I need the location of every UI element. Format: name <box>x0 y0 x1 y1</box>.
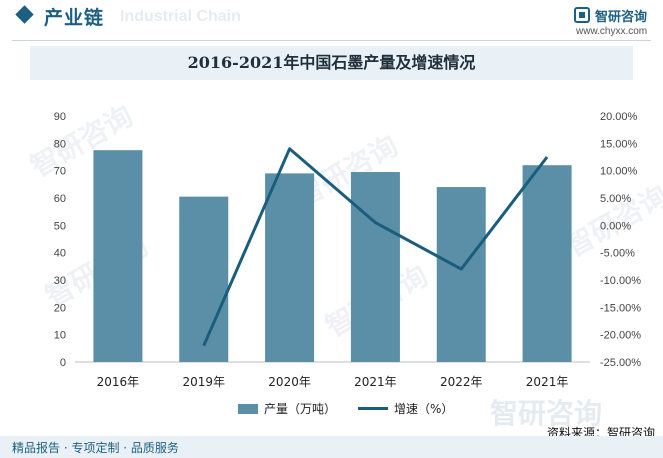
y-right-tick-label: 15.00% <box>600 138 638 150</box>
y-right-tick-label: 5.00% <box>600 193 631 205</box>
logo-name: 智研咨询 <box>595 10 648 25</box>
bar <box>436 187 486 362</box>
y-left-tick-label: 30 <box>54 275 66 287</box>
y-left-tick-label: 80 <box>54 138 66 150</box>
bar <box>93 150 143 362</box>
y-left-tick-label: 0 <box>60 357 66 369</box>
y-left-tick-label: 60 <box>54 193 66 205</box>
legend-label: 增速（%） <box>394 402 454 416</box>
legend-label: 产量（万吨） <box>264 402 337 416</box>
footer-tagline: 精品报告 · 专项定制 · 品质服务 <box>12 441 179 455</box>
x-tick-label: 2019年 <box>182 375 225 389</box>
y-right-tick-label: 10.00% <box>600 166 638 178</box>
section-title: 产业链 <box>44 7 105 29</box>
logo-icon <box>574 7 590 23</box>
logo[interactable]: 智研咨询 www.chyxx.com <box>574 6 660 40</box>
header: 产业链 Industrial Chain 智研咨询 www.chyxx.com <box>0 0 663 40</box>
bar <box>179 196 229 362</box>
growth-line <box>202 147 549 347</box>
x-tick-label: 2021年 <box>526 375 569 389</box>
y-right-tick-label: -5.00% <box>600 248 635 260</box>
x-tick-label: 2022年 <box>440 375 483 389</box>
divider <box>12 40 651 41</box>
y-right-tick-label: 20.00% <box>600 111 638 123</box>
legend-line-swatch <box>358 407 388 410</box>
bar <box>522 165 572 362</box>
x-tick-label: 2021年 <box>354 375 397 389</box>
y-right-tick-label: -20.00% <box>600 330 641 342</box>
legend: 产量（万吨） 增速（%） <box>0 400 663 420</box>
logo-url[interactable]: www.chyxx.com <box>576 26 648 37</box>
x-tick-label: 2020年 <box>268 375 311 389</box>
bar <box>265 173 315 362</box>
legend-bar-swatch <box>238 403 258 414</box>
y-right-tick-label: -15.00% <box>600 302 641 314</box>
x-tick-label: 2016年 <box>97 375 140 389</box>
y-left-tick-label: 50 <box>54 220 66 232</box>
legend-item-growth: 增速（%） <box>358 400 453 417</box>
y-left-tick-label: 40 <box>54 248 66 260</box>
y-left-tick-label: 10 <box>54 330 66 342</box>
footer-bar <box>0 436 663 458</box>
legend-item-output: 产量（万吨） <box>238 400 336 417</box>
y-right-tick-label: -10.00% <box>600 275 641 287</box>
section-subtitle: Industrial Chain <box>120 8 241 25</box>
y-left-tick-label: 90 <box>54 111 66 123</box>
y-right-tick-label: -25.00% <box>600 357 641 369</box>
y-left-tick-label: 20 <box>54 302 66 314</box>
y-left-tick-label: 70 <box>54 166 66 178</box>
chart-title: 2016-2021年中国石墨产量及增速情况 <box>187 53 476 72</box>
chart-title-band: 2016-2021年中国石墨产量及增速情况 <box>30 46 633 80</box>
watermark: 智研咨询 <box>490 397 603 430</box>
y-right-tick-label: 0.00% <box>600 220 631 232</box>
bar <box>350 172 400 362</box>
